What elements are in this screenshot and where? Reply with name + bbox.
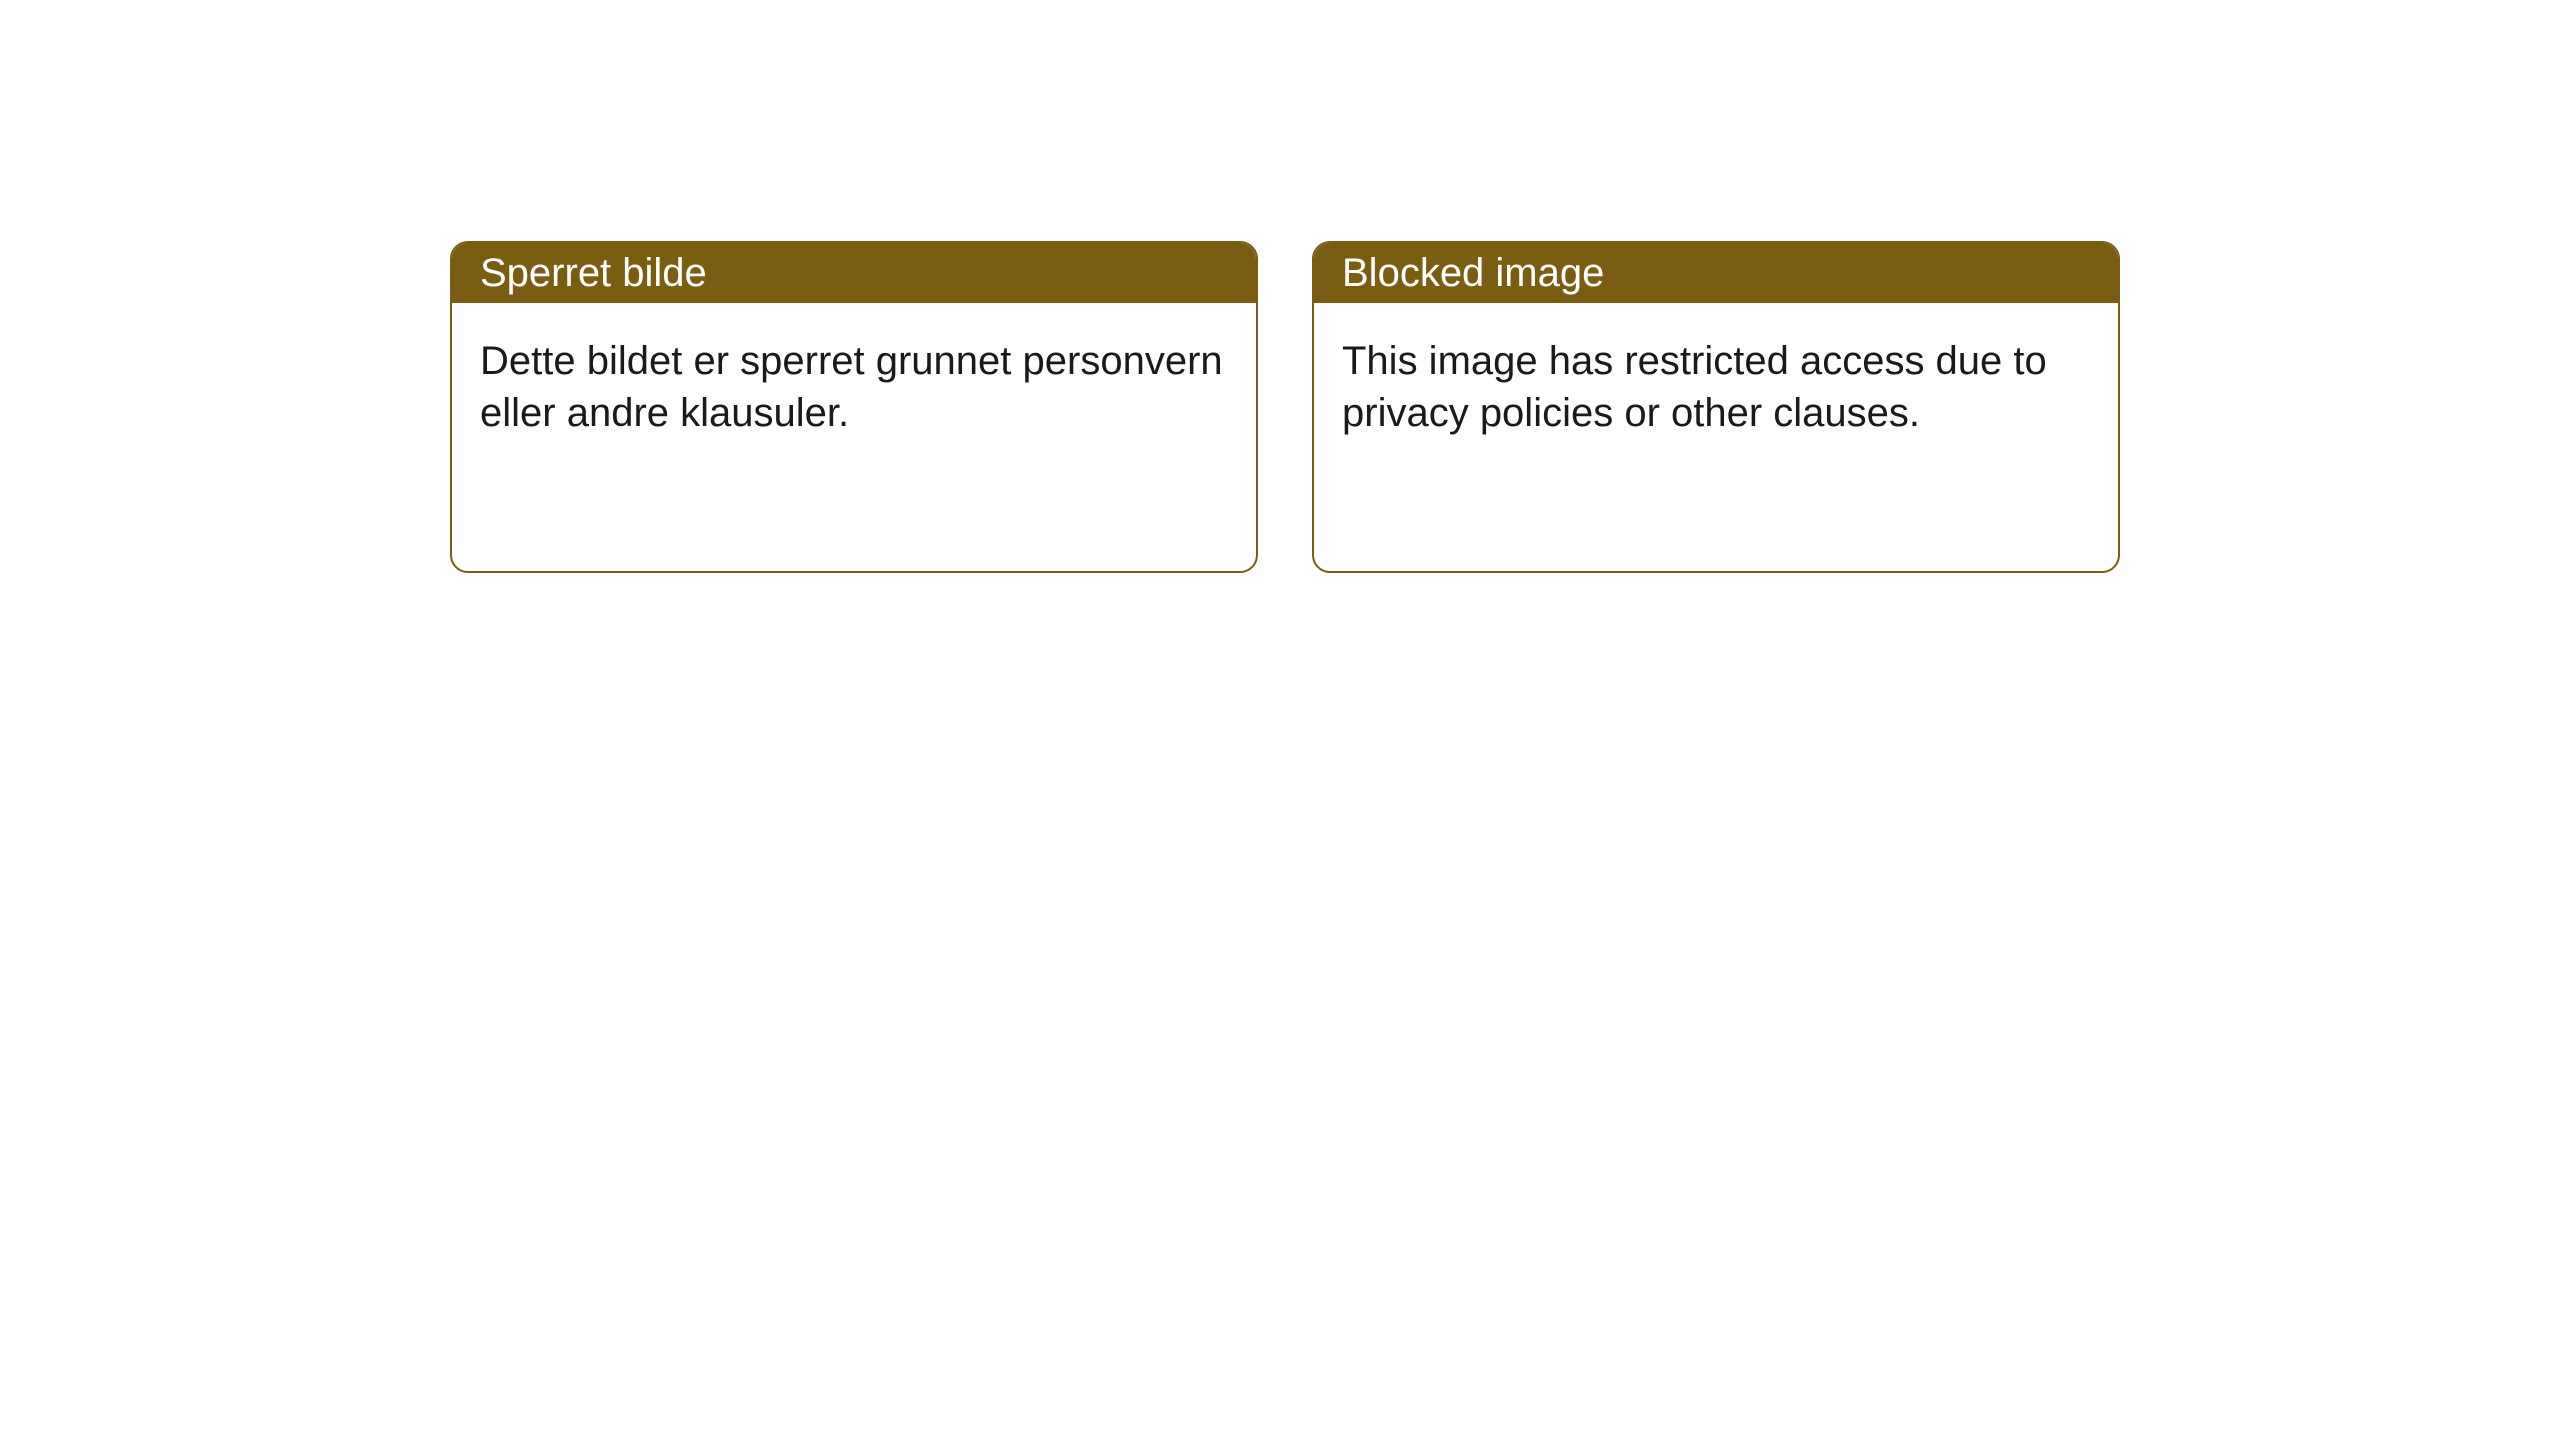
card-body-text: This image has restricted access due to … [1342,339,2047,435]
card-body: Dette bildet er sperret grunnet personve… [452,303,1256,471]
card-body-text: Dette bildet er sperret grunnet personve… [480,339,1223,435]
card-header: Sperret bilde [452,243,1256,303]
card-title: Sperret bilde [480,251,707,296]
card-header: Blocked image [1314,243,2118,303]
card-title: Blocked image [1342,251,1604,296]
card-body: This image has restricted access due to … [1314,303,2118,471]
card-container: Sperret bilde Dette bildet er sperret gr… [0,0,2560,573]
blocked-image-card-norwegian: Sperret bilde Dette bildet er sperret gr… [450,241,1258,573]
blocked-image-card-english: Blocked image This image has restricted … [1312,241,2120,573]
